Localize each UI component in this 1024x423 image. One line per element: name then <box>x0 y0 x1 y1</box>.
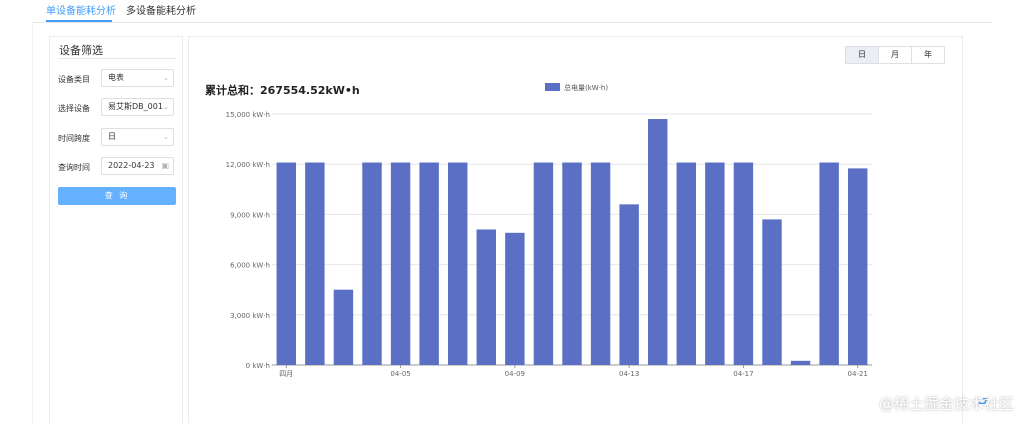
divider <box>58 58 176 59</box>
active-tab-indicator <box>46 20 112 22</box>
granularity-month-button[interactable]: 月 <box>878 46 912 64</box>
granularity-year-button[interactable]: 年 <box>911 46 945 64</box>
tab-single-device[interactable]: 单设备能耗分析 <box>46 6 116 17</box>
query-button[interactable]: 查 询 <box>58 187 176 205</box>
granularity-toggle: 日 月 年 <box>845 46 945 64</box>
device-select[interactable]: 易艾斯DB_001 ⌄ <box>101 98 174 116</box>
time-span-label: 时间跨度 <box>58 134 90 143</box>
device-category-value: 电表 <box>108 73 124 82</box>
chevron-down-icon: ⌄ <box>163 133 169 141</box>
chevron-down-icon: ⌄ <box>163 103 169 111</box>
filter-title: 设备筛选 <box>59 44 103 57</box>
cumulative-total: 累计总和：267554.52kW•h <box>205 84 360 97</box>
device-category-select[interactable]: 电表 ⌄ <box>101 69 174 87</box>
chevron-down-icon: ⌄ <box>163 74 169 82</box>
device-select-label: 选择设备 <box>58 104 90 113</box>
query-date-value: 2022-04-23 <box>108 161 155 170</box>
query-date-picker[interactable]: 2022-04-23 ▣ <box>101 157 174 175</box>
device-select-value: 易艾斯DB_001 <box>108 102 163 111</box>
content-area <box>32 23 990 423</box>
calendar-icon: ▣ <box>161 161 169 170</box>
time-span-select[interactable]: 日 ⌄ <box>101 128 174 146</box>
tab-multi-device[interactable]: 多设备能耗分析 <box>126 6 196 17</box>
return-icon: ⮐ <box>976 395 988 410</box>
chart-panel: 日 月 年 累计总和：267554.52kW•h <box>188 36 963 423</box>
device-category-label: 设备类目 <box>58 75 90 84</box>
tab-bar: 单设备能耗分析 多设备能耗分析 <box>32 0 992 23</box>
watermark: @稀土掘金技术社区 <box>878 395 1014 413</box>
time-span-value: 日 <box>108 132 116 141</box>
granularity-day-button[interactable]: 日 <box>845 46 879 64</box>
query-date-label: 查询时间 <box>58 163 90 172</box>
filter-panel: 设备筛选 设备类目 电表 ⌄ 选择设备 易艾斯DB_001 ⌄ 时间跨度 日 ⌄… <box>49 36 183 423</box>
